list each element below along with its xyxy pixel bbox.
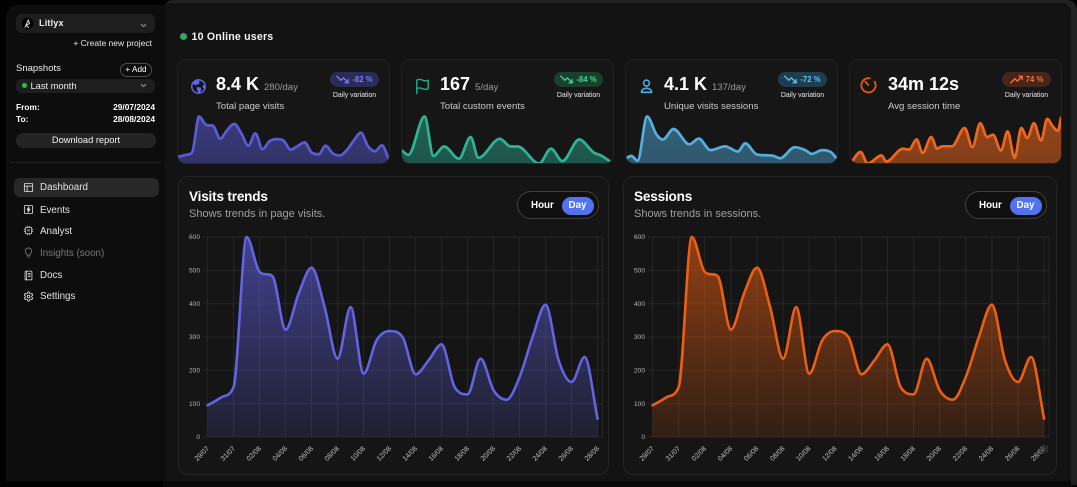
svg-text:04/08: 04/08: [717, 445, 734, 462]
svg-text:20/08: 20/08: [480, 445, 497, 462]
svg-text:10/08: 10/08: [350, 445, 367, 462]
svg-text:14/08: 14/08: [847, 445, 864, 462]
svg-text:06/08: 06/08: [743, 445, 760, 462]
svg-text:31/07: 31/07: [220, 445, 237, 462]
svg-text:16/08: 16/08: [428, 445, 445, 462]
svg-text:500: 500: [189, 268, 200, 275]
svg-text:08/08: 08/08: [324, 445, 341, 462]
svg-text:26/08: 26/08: [558, 445, 575, 462]
svg-text:100: 100: [189, 401, 200, 408]
svg-text:02/08: 02/08: [691, 445, 708, 462]
svg-text:500: 500: [634, 268, 645, 275]
svg-text:06/08: 06/08: [298, 445, 315, 462]
svg-text:400: 400: [189, 301, 200, 308]
svg-text:12/08: 12/08: [376, 445, 393, 462]
svg-text:200: 200: [189, 368, 200, 375]
svg-text:300: 300: [189, 334, 200, 341]
svg-text:0: 0: [641, 434, 645, 441]
svg-text:20/08: 20/08: [926, 445, 943, 462]
svg-text:24/08: 24/08: [978, 445, 995, 462]
svg-text:400: 400: [634, 301, 645, 308]
svg-text:02/08: 02/08: [246, 445, 263, 462]
svg-text:300: 300: [634, 334, 645, 341]
svg-text:200: 200: [634, 368, 645, 375]
svg-text:22/08: 22/08: [952, 445, 969, 462]
svg-text:29/07: 29/07: [194, 445, 211, 462]
svg-text:600: 600: [189, 234, 200, 241]
svg-text:08/08: 08/08: [769, 445, 786, 462]
svg-text:24/08: 24/08: [532, 445, 549, 462]
svg-text:100: 100: [634, 401, 645, 408]
svg-text:12/08: 12/08: [821, 445, 838, 462]
svg-text:0: 0: [196, 434, 200, 441]
svg-text:22/08: 22/08: [506, 445, 523, 462]
svg-text:18/08: 18/08: [900, 445, 917, 462]
svg-text:26/08: 26/08: [1004, 445, 1021, 462]
svg-text:28/08: 28/08: [584, 445, 601, 462]
svg-text:31/07: 31/07: [665, 445, 682, 462]
svg-text:600: 600: [634, 234, 645, 241]
svg-text:14/08: 14/08: [402, 445, 419, 462]
svg-text:29/07: 29/07: [639, 445, 656, 462]
svg-text:18/08: 18/08: [454, 445, 471, 462]
svg-text:16/08: 16/08: [874, 445, 891, 462]
svg-text:10/08: 10/08: [795, 445, 812, 462]
svg-text:04/08: 04/08: [272, 445, 289, 462]
svg-text:AI: AI: [26, 229, 29, 233]
